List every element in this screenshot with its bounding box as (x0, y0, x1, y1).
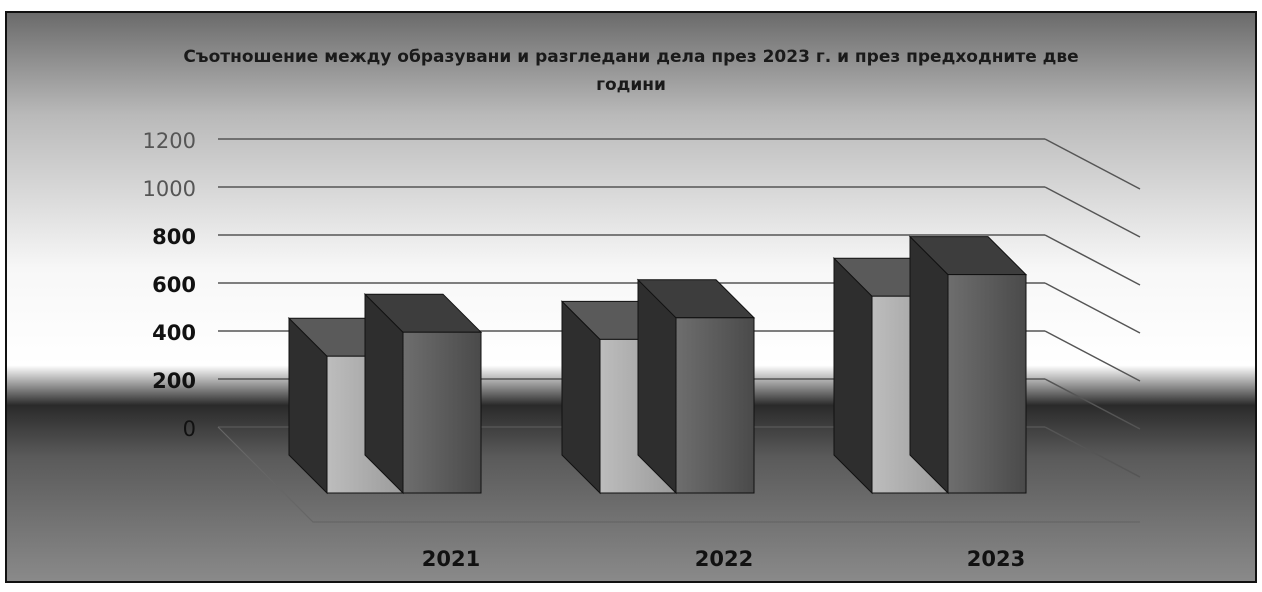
x-tick-label: 2021 (422, 547, 480, 571)
gridline-depth (1044, 426, 1141, 478)
gridline-depth (1044, 138, 1141, 190)
y-tick-label: 1000 (143, 177, 196, 201)
gridline-depth (1044, 234, 1141, 286)
bar (363, 292, 483, 495)
y-tick-label: 600 (152, 273, 196, 297)
gridline-depth (1044, 282, 1141, 334)
bar (636, 278, 756, 495)
y-axis-tick-labels: 0 200 400 600 800 1000 1200 (143, 129, 196, 441)
chart-title-line-1: Съотношение между образувани и разгледан… (183, 47, 1078, 67)
bar-side-face (909, 235, 949, 495)
bar-front-face (675, 317, 755, 494)
y-tick-label: 800 (152, 225, 196, 249)
chart-title: Съотношение между образувани и разгледан… (183, 47, 1078, 95)
floor-outline (217, 426, 1140, 523)
y-tick-label: 400 (152, 321, 196, 345)
x-tick-label: 2022 (695, 547, 753, 571)
x-axis-tick-labels: 2021 2022 2023 (422, 547, 1025, 571)
y-tick-label: 200 (152, 369, 196, 393)
gridline-depth (1044, 186, 1141, 238)
chart-background (5, 11, 1257, 583)
y-tick-label: 0 (183, 417, 196, 441)
x-tick-label: 2023 (967, 547, 1025, 571)
y-tick-label: 1200 (143, 129, 196, 153)
gridline-depth (1044, 330, 1141, 382)
bar-front-face (402, 331, 482, 494)
bar-side-face (833, 256, 873, 495)
gridline-depth (1044, 378, 1141, 430)
chart-title-line-2: години (596, 75, 666, 95)
bars (287, 235, 1028, 495)
bar-front-face (947, 274, 1027, 494)
bar (908, 235, 1028, 495)
